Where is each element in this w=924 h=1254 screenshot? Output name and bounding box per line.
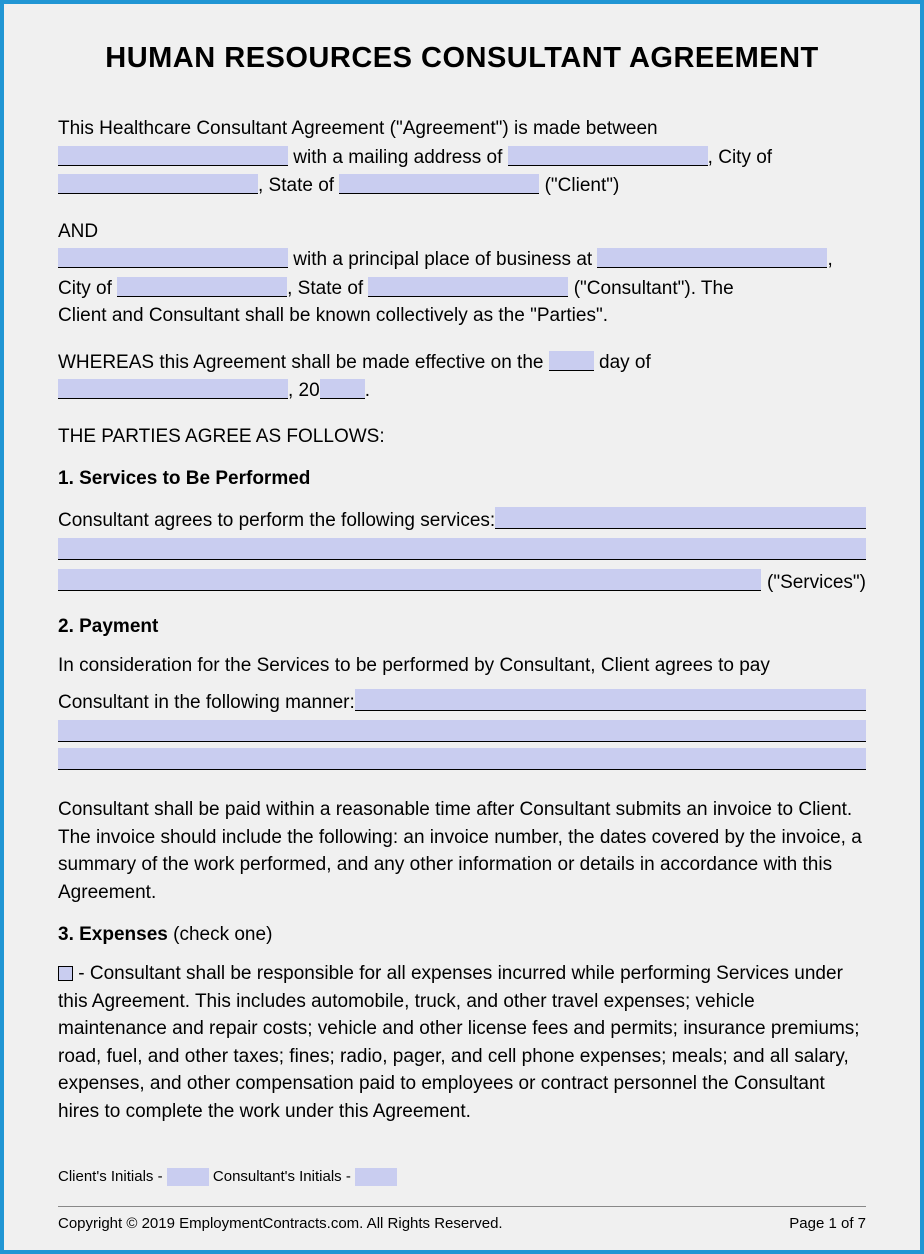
payment-field-1[interactable] (355, 689, 866, 711)
payment-intro: In consideration for the Services to be … (58, 652, 866, 680)
initials-row: Client's Initials - Consultant's Initial… (58, 1168, 866, 1186)
document-content: HUMAN RESOURCES CONSULTANT AGREEMENT Thi… (4, 4, 920, 1125)
whereas-text: , 20 (288, 380, 320, 401)
services-field-3[interactable] (58, 569, 761, 591)
client-city-field[interactable] (58, 174, 258, 194)
payment-field-3[interactable] (58, 748, 866, 770)
payment-text: In consideration for the Services to be … (58, 655, 770, 676)
services-field-1[interactable] (495, 507, 866, 529)
consultant-state-field[interactable] (368, 277, 568, 297)
and-label: AND (58, 221, 98, 242)
section-1-head: 1. Services to Be Performed (58, 468, 866, 490)
whereas-text: day of (594, 352, 651, 373)
client-initials-label: Client's Initials - (58, 1168, 167, 1185)
section-3-bold: 3. Expenses (58, 924, 168, 945)
document-title: HUMAN RESOURCES CONSULTANT AGREEMENT (58, 42, 866, 75)
intro-text: , State of (258, 175, 339, 196)
footer-row: Copyright © 2019 EmploymentContracts.com… (58, 1206, 866, 1232)
day-field[interactable] (549, 351, 594, 371)
consultant-initials-label: Consultant's Initials - (209, 1168, 355, 1185)
payment-field-2[interactable] (58, 720, 866, 742)
copyright-text: Copyright © 2019 EmploymentContracts.com… (58, 1215, 503, 1232)
intro-text: with a principal place of business at (288, 249, 597, 270)
page-footer: Client's Initials - Consultant's Initial… (58, 1168, 866, 1232)
intro-text: Client and Consultant shall be known col… (58, 305, 608, 326)
payment-para-2: Consultant shall be paid within a reason… (58, 796, 866, 906)
client-name-field[interactable] (58, 146, 288, 166)
intro-text: ("Consultant"). The (568, 278, 733, 299)
expenses-checkbox-1[interactable] (58, 966, 73, 981)
consultant-initials-field[interactable] (355, 1168, 397, 1186)
intro-text: with a mailing address of (288, 147, 508, 168)
services-row-3: ("Services") (58, 566, 866, 594)
section-3-head: 3. Expenses (check one) (58, 924, 866, 946)
services-field-2[interactable] (58, 538, 866, 560)
services-trail: ("Services") (761, 572, 866, 594)
page-number: Page 1 of 7 (789, 1215, 866, 1232)
consultant-name-field[interactable] (58, 248, 288, 268)
document-page: HUMAN RESOURCES CONSULTANT AGREEMENT Thi… (0, 0, 924, 1254)
agree-header: THE PARTIES AGREE AS FOLLOWS: (58, 423, 866, 451)
client-initials-field[interactable] (167, 1168, 209, 1186)
payment-text-2: Consultant in the following manner: (58, 692, 355, 714)
section-3-normal: (check one) (168, 924, 273, 945)
intro-line1: This Healthcare Consultant Agreement ("A… (58, 118, 658, 139)
payment-row: Consultant in the following manner: (58, 686, 866, 714)
section-2-head: 2. Payment (58, 616, 866, 638)
intro-text: , City of (708, 147, 772, 168)
expenses-option-1: - Consultant shall be responsible for al… (58, 960, 866, 1125)
services-intro: Consultant agrees to perform the followi… (58, 510, 495, 532)
consultant-address-field[interactable] (597, 248, 827, 268)
expenses-text: - Consultant shall be responsible for al… (58, 963, 860, 1122)
services-row: Consultant agrees to perform the followi… (58, 504, 866, 532)
client-state-field[interactable] (339, 174, 539, 194)
whereas-paragraph: WHEREAS this Agreement shall be made eff… (58, 348, 866, 405)
intro-text: , (827, 249, 832, 270)
whereas-text: . (365, 380, 370, 401)
whereas-text: WHEREAS this Agreement shall be made eff… (58, 352, 549, 373)
intro-paragraph: This Healthcare Consultant Agreement ("A… (58, 115, 866, 200)
intro-text: City of (58, 278, 117, 299)
year-field[interactable] (320, 379, 365, 399)
month-field[interactable] (58, 379, 288, 399)
intro-text: , State of (287, 278, 368, 299)
intro-text: ("Client") (539, 175, 619, 196)
and-paragraph: AND with a principal place of business a… (58, 218, 866, 330)
consultant-city-field[interactable] (117, 277, 287, 297)
client-address-field[interactable] (508, 146, 708, 166)
